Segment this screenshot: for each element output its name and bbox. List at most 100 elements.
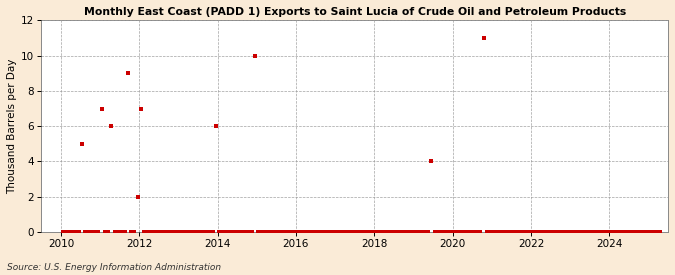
Point <box>485 230 495 234</box>
Point <box>501 230 512 234</box>
Point <box>374 230 385 234</box>
Point <box>465 230 476 234</box>
Point <box>468 230 479 234</box>
Point <box>155 230 166 234</box>
Point <box>83 230 94 234</box>
Point <box>126 230 136 234</box>
Point <box>296 230 306 234</box>
Point <box>433 230 443 234</box>
Point <box>181 230 192 234</box>
Point <box>586 230 597 234</box>
Point <box>491 230 502 234</box>
Point <box>269 230 280 234</box>
Point <box>286 230 296 234</box>
Point <box>338 230 349 234</box>
Point <box>442 230 453 234</box>
Point <box>576 230 587 234</box>
Point <box>403 230 414 234</box>
Point <box>508 230 518 234</box>
Point <box>204 230 215 234</box>
Point <box>139 230 150 234</box>
Point <box>214 230 225 234</box>
Point <box>207 230 218 234</box>
Point <box>560 230 570 234</box>
Point <box>527 230 538 234</box>
Point <box>524 230 535 234</box>
Point <box>397 230 408 234</box>
Point <box>497 230 508 234</box>
Point <box>119 230 130 234</box>
Point <box>129 230 140 234</box>
Point <box>589 230 600 234</box>
Point <box>478 36 489 40</box>
Point <box>302 230 313 234</box>
Point <box>70 230 81 234</box>
Point <box>609 230 620 234</box>
Point <box>103 230 113 234</box>
Point <box>132 194 143 199</box>
Point <box>188 230 198 234</box>
Point <box>116 230 127 234</box>
Point <box>360 230 371 234</box>
Point <box>97 106 107 111</box>
Point <box>638 230 649 234</box>
Point <box>237 230 248 234</box>
Point <box>416 230 427 234</box>
Point <box>227 230 238 234</box>
Point <box>308 230 319 234</box>
Point <box>622 230 632 234</box>
Point <box>335 230 346 234</box>
Point <box>612 230 623 234</box>
Point <box>220 230 231 234</box>
Point <box>312 230 323 234</box>
Y-axis label: Thousand Barrels per Day: Thousand Barrels per Day <box>7 59 17 194</box>
Point <box>423 230 433 234</box>
Point <box>550 230 561 234</box>
Point <box>331 230 342 234</box>
Point <box>57 230 68 234</box>
Point <box>86 230 97 234</box>
Point <box>495 230 506 234</box>
Point <box>655 230 666 234</box>
Point <box>406 230 417 234</box>
Point <box>648 230 659 234</box>
Point <box>413 230 424 234</box>
Point <box>602 230 613 234</box>
Point <box>106 124 117 128</box>
Point <box>651 230 662 234</box>
Point <box>367 230 378 234</box>
Point <box>547 230 558 234</box>
Point <box>99 230 110 234</box>
Point <box>462 230 472 234</box>
Point <box>341 230 352 234</box>
Point <box>165 230 176 234</box>
Point <box>145 230 156 234</box>
Point <box>439 230 450 234</box>
Point <box>518 230 529 234</box>
Point <box>446 230 456 234</box>
Point <box>429 230 440 234</box>
Point <box>113 230 124 234</box>
Point <box>383 230 394 234</box>
Point <box>380 230 391 234</box>
Point <box>514 230 525 234</box>
Point <box>390 230 401 234</box>
Point <box>328 230 339 234</box>
Point <box>364 230 375 234</box>
Point <box>419 230 430 234</box>
Point <box>315 230 326 234</box>
Point <box>488 230 499 234</box>
Point <box>394 230 404 234</box>
Point <box>537 230 548 234</box>
Point <box>481 230 492 234</box>
Point <box>223 230 234 234</box>
Point <box>259 230 270 234</box>
Point <box>570 230 580 234</box>
Point <box>240 230 250 234</box>
Point <box>635 230 646 234</box>
Point <box>599 230 610 234</box>
Point <box>410 230 421 234</box>
Point <box>292 230 303 234</box>
Point <box>426 159 437 164</box>
Point <box>90 230 101 234</box>
